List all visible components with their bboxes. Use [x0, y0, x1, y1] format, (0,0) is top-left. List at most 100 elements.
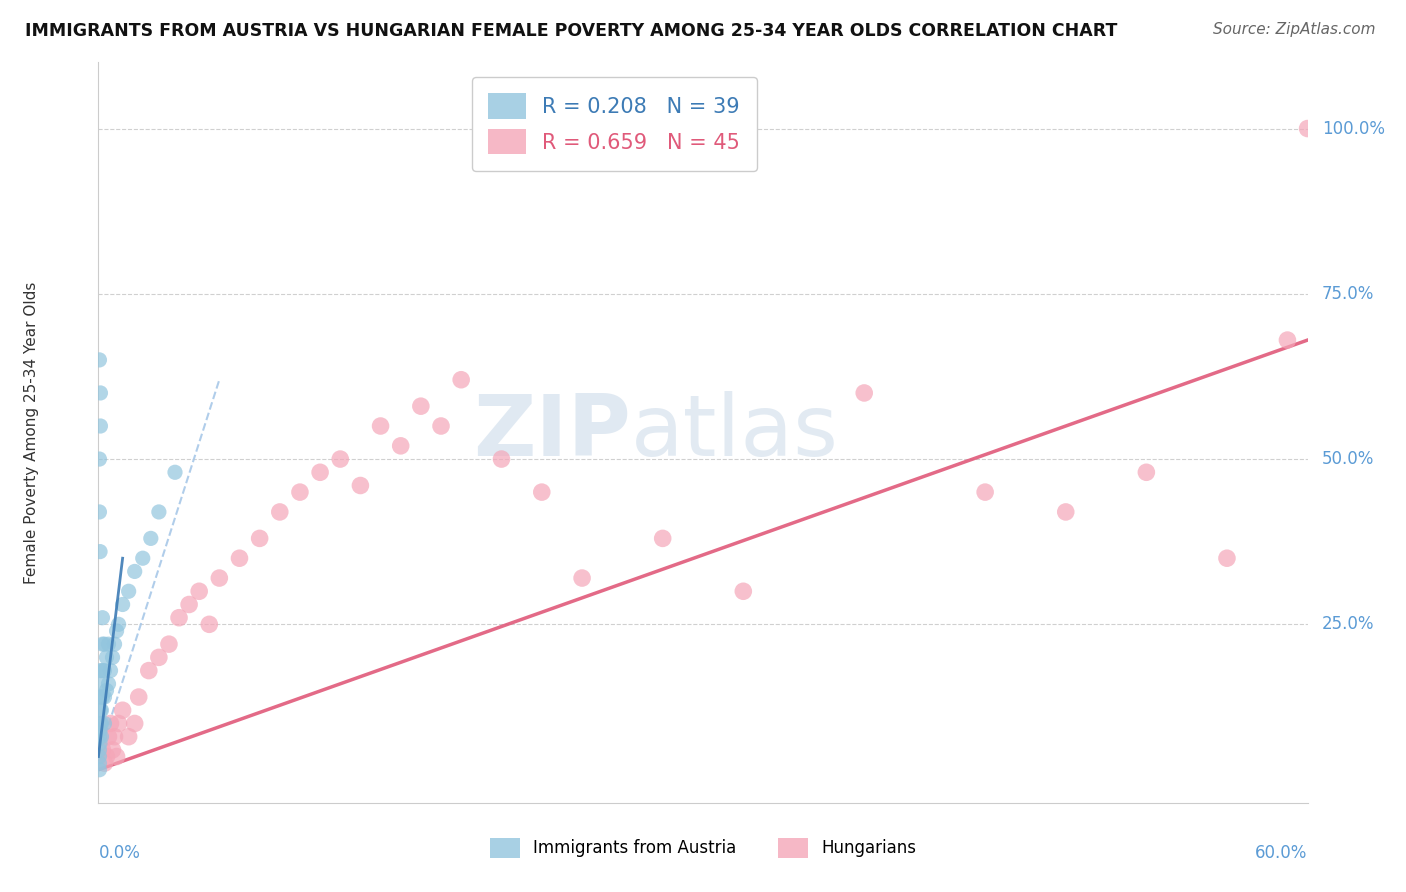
Point: [853, 386, 876, 401]
Point: [288, 485, 311, 500]
Point: [89, 763, 111, 777]
Point: [1277, 333, 1299, 347]
Point: [132, 551, 155, 566]
Point: [148, 650, 170, 665]
Point: [111, 703, 134, 717]
Point: [188, 584, 211, 599]
Point: [148, 505, 170, 519]
Point: [103, 730, 125, 744]
Text: 50.0%: 50.0%: [1322, 450, 1375, 468]
Point: [329, 452, 352, 467]
Legend: Immigrants from Austria, Hungarians: Immigrants from Austria, Hungarians: [484, 831, 922, 865]
Point: [105, 624, 128, 638]
Point: [450, 373, 472, 387]
Point: [530, 485, 553, 500]
Point: [128, 690, 150, 704]
Point: [430, 419, 453, 434]
Point: [309, 465, 332, 479]
Point: [89, 452, 111, 467]
Point: [118, 730, 141, 744]
Point: [93, 664, 115, 678]
Point: [96, 683, 118, 698]
Point: [118, 584, 141, 599]
Text: ZIP: ZIP: [472, 391, 630, 475]
Point: [97, 637, 120, 651]
Point: [93, 756, 115, 771]
Point: [89, 352, 111, 367]
Point: [96, 749, 118, 764]
Point: [103, 637, 125, 651]
Point: [163, 465, 186, 479]
Point: [89, 505, 111, 519]
Text: 100.0%: 100.0%: [1322, 120, 1385, 137]
Point: [93, 716, 115, 731]
Point: [1296, 121, 1319, 136]
Point: [138, 664, 160, 678]
Point: [1054, 505, 1077, 519]
Point: [409, 399, 432, 413]
Point: [89, 544, 111, 558]
Point: [90, 703, 112, 717]
Point: [89, 730, 111, 744]
Point: [91, 611, 114, 625]
Text: 0.0%: 0.0%: [98, 844, 141, 862]
Point: [111, 598, 134, 612]
Point: [124, 565, 146, 579]
Point: [89, 419, 111, 434]
Point: [1216, 551, 1239, 566]
Point: [389, 439, 412, 453]
Text: Source: ZipAtlas.com: Source: ZipAtlas.com: [1212, 22, 1375, 37]
Point: [90, 716, 112, 731]
Point: [101, 743, 124, 757]
Point: [249, 532, 271, 546]
Point: [571, 571, 593, 585]
Point: [89, 703, 111, 717]
Point: [1135, 465, 1157, 479]
Point: [269, 505, 291, 519]
Point: [139, 532, 162, 546]
Point: [208, 571, 231, 585]
Point: [89, 756, 111, 771]
Point: [370, 419, 392, 434]
Point: [491, 452, 513, 467]
Point: [96, 650, 118, 665]
Point: [89, 690, 111, 704]
Point: [157, 637, 180, 651]
Point: [93, 690, 115, 704]
Point: [93, 637, 115, 651]
Point: [89, 716, 111, 731]
Point: [89, 664, 111, 678]
Point: [97, 677, 120, 691]
Point: [91, 743, 114, 757]
Point: [105, 749, 128, 764]
Point: [89, 677, 111, 691]
Point: [228, 551, 250, 566]
Point: [97, 730, 120, 744]
Point: [733, 584, 755, 599]
Point: [91, 664, 114, 678]
Point: [349, 478, 371, 492]
Text: 75.0%: 75.0%: [1322, 285, 1375, 302]
Point: [167, 611, 190, 625]
Point: [89, 749, 111, 764]
Point: [198, 617, 221, 632]
Text: atlas: atlas: [630, 391, 838, 475]
Point: [90, 730, 112, 744]
Text: IMMIGRANTS FROM AUSTRIA VS HUNGARIAN FEMALE POVERTY AMONG 25-34 YEAR OLDS CORREL: IMMIGRANTS FROM AUSTRIA VS HUNGARIAN FEM…: [25, 22, 1118, 40]
Point: [124, 716, 146, 731]
Point: [107, 716, 129, 731]
Point: [89, 736, 111, 750]
Point: [89, 723, 111, 737]
Point: [101, 650, 124, 665]
Point: [89, 743, 111, 757]
Text: 25.0%: 25.0%: [1322, 615, 1375, 633]
Point: [91, 690, 114, 704]
Point: [974, 485, 997, 500]
Point: [100, 716, 122, 731]
Point: [179, 598, 201, 612]
Text: 60.0%: 60.0%: [1256, 844, 1308, 862]
Point: [89, 386, 111, 401]
Point: [100, 664, 122, 678]
Text: Female Poverty Among 25-34 Year Olds: Female Poverty Among 25-34 Year Olds: [24, 282, 39, 583]
Point: [107, 617, 129, 632]
